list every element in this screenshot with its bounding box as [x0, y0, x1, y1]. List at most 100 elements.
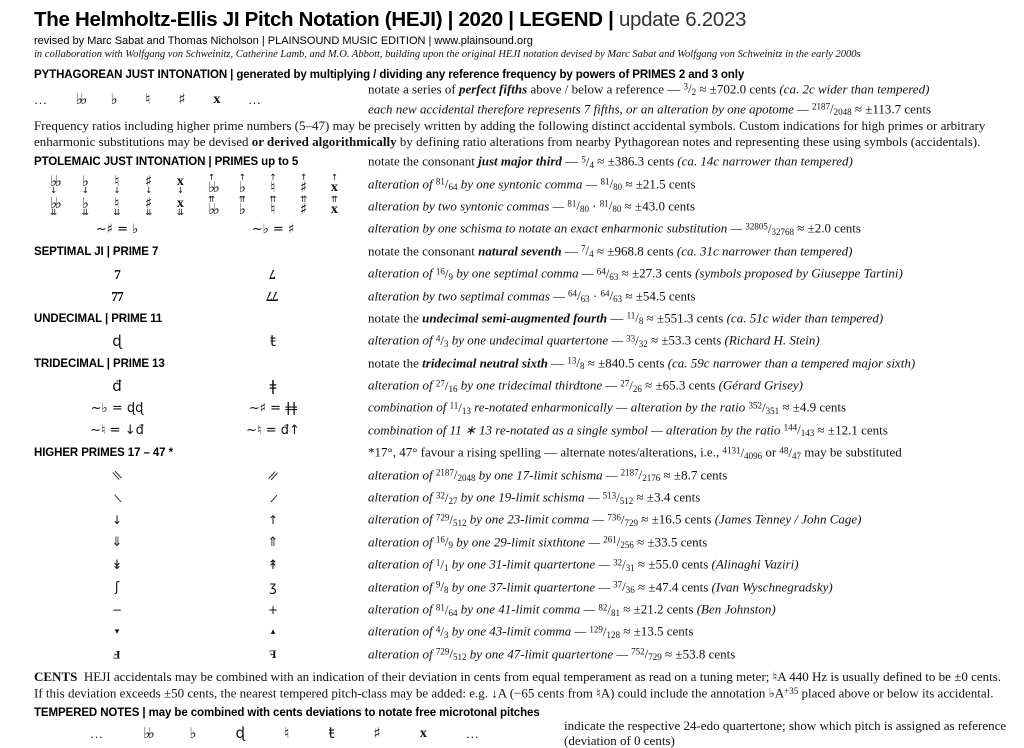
quartertone-31-up-icon: ↟: [267, 557, 279, 573]
row-description: alteration of 16/9 by one 29-limit sixth…: [368, 534, 708, 551]
row-description: alteration of 16/9 by one septimal comma…: [368, 265, 903, 282]
comma-23-up-icon: ↑: [267, 512, 279, 527]
double-flat-down-icon: ♭♭ ↓: [50, 172, 62, 197]
ratio: 11/13: [449, 399, 471, 416]
row-description: indicate the respective 24-edo quarterto…: [564, 718, 1007, 748]
row-description: alteration of 81/64 by one 41-limit comm…: [368, 601, 776, 618]
ratio: 752/729: [631, 646, 662, 663]
row-description: alteration of 729/512 by one 23-limit co…: [368, 511, 862, 528]
lowered-symbols-group: ↓: [50, 509, 184, 531]
pythagorean-fifths-row: … ♭♭ ♭ ♮ ♯ x… notate a series of perfect fifth…: [34, 81, 1014, 117]
double-flat-double-down-icon: ♭♭ ⇊: [50, 194, 62, 219]
ratio: 11/8: [626, 310, 644, 327]
ratio: 48/47: [779, 444, 802, 461]
enharmonic-equation-right: ~♯ = ǂǂ: [248, 400, 298, 416]
quarter-sharp-icon: ŧ: [328, 724, 335, 743]
page-title-main: The Helmholtz-Ellis JI Pitch Notation (H…: [34, 8, 614, 31]
schisma-19-down-icon: \: [113, 491, 121, 505]
row-description: alteration by two septimal commas — 64/6…: [368, 288, 696, 305]
limit-19-row: \ / alteration of 32/27 by one 19-limit sc…: [34, 487, 1014, 509]
section-label: PYTHAGOREAN JUST INTONATION | generated …: [34, 68, 745, 81]
flat-double-down-icon: ♭ ⇊: [81, 194, 89, 219]
two-septimal-commas-up-icon: 77: [267, 289, 279, 305]
section-label: TEMPERED NOTES | may be combined with ce…: [34, 706, 540, 719]
raised-symbols-group: +: [208, 599, 338, 621]
arrow-up-mark: ⇈: [269, 195, 277, 206]
syntonic-comma-row: ♭♭ ↓ ♭ ↓ ♮ ↓ ♯ ↓ x ↓ ↑ ♭♭ ↑ ♭ ↑ ♮ ↑ ♯ ↑ x alteration of 81/6…: [34, 172, 1014, 197]
page-title-update: update 6.2023: [618, 8, 747, 31]
quartertone-47-down-icon: F: [113, 648, 121, 663]
ratio: 16/9: [435, 265, 454, 282]
sharp-icon: ♯: [373, 724, 381, 743]
sharp-up-icon: ↑ ♯: [300, 173, 308, 197]
ratio: 32/27: [435, 489, 458, 506]
schisma-substitution-row: ~♯ = ♭ ~♭ = ♯ alteration by one schisma to…: [34, 218, 1014, 240]
ratio-352-351-row: ~♭ = ɖɖ ~♯ = ǂǂ combination of 11/13 re-no…: [34, 397, 1014, 419]
lowered-symbols-group: ɖ: [50, 330, 184, 352]
intro-paragraph: Frequency ratios including higher prime …: [34, 118, 986, 149]
ratio: 7/4: [581, 243, 594, 260]
ratio: 4/3: [435, 332, 449, 349]
ratio: 32805/32768: [745, 220, 794, 237]
lowered-symbols-group: \\: [50, 464, 184, 486]
cents-paragraph: CENTS HEJI accidentals may be combined w…: [34, 668, 1002, 701]
flat-down-icon: ♭ ↓: [81, 172, 89, 197]
document-header: The Helmholtz-Ellis JI Pitch Notation (H…: [34, 8, 1014, 60]
schisma-17-up-icon: //: [267, 468, 279, 483]
double-flat-icon: ♭♭: [143, 724, 155, 743]
two-septimal-commas-row: 77 77 alteration by two septimal commas — …: [34, 285, 1014, 307]
raised-symbols-group: 77: [208, 285, 338, 307]
row-description: alteration of 27/16 by one tridecimal th…: [368, 377, 803, 394]
two-syntonic-commas-row: ♭♭ ⇊ ♭ ⇊ ♮ ⇊ ♯ ⇊ x ⇊ ⇈ ♭♭ ⇈ ♭ ⇈ ♮ ⇈ ♯ ⇈ x alteration by two …: [34, 196, 1014, 218]
lowered-symbols-group: 7: [50, 263, 184, 285]
row-description: alteration of 1/1 by one 31-limit quarte…: [368, 556, 799, 573]
flat-double-up-icon: ⇈ ♭: [238, 195, 246, 219]
comma-43-up-icon: ▴: [270, 626, 276, 637]
ratio: 64/63: [596, 265, 619, 282]
ellipsis: …: [90, 725, 104, 741]
byline: revised by Marc Sabat and Thomas Nichols…: [34, 35, 533, 47]
raised-symbols-group: ▴: [208, 621, 338, 643]
enharmonic-equation-right: ~♭ = ♯: [251, 221, 295, 237]
section-label: UNDECIMAL | PRIME 11: [34, 312, 163, 325]
sixthtone-29-down-icon: ⇓: [111, 535, 123, 551]
raised-symbols-group: 7: [208, 263, 338, 285]
arrow-down-mark: ⇊: [81, 208, 89, 219]
lowered-symbols-group: F: [50, 644, 184, 666]
section-label: TRIDECIMAL | PRIME 13: [34, 357, 165, 370]
comma-23-down-icon: ↓: [111, 512, 123, 527]
row-description: alteration of 4/3 by one 43-limit comma …: [368, 623, 694, 640]
arrow-up-mark: ↑: [269, 173, 277, 184]
collaboration-note: in collaboration with Wolfgang von Schwe…: [34, 49, 861, 60]
quarter-flat-icon: ɖ: [235, 724, 245, 743]
double-flat-icon: ♭♭: [75, 90, 88, 108]
ellipsis: …: [34, 91, 48, 107]
arrow-down-mark: ↓: [176, 186, 184, 197]
undecimal-quartertone-row: ɖ ŧ alteration of 4/3 by one undecimal qua…: [34, 330, 1014, 352]
double-sharp-down-icon: x ↓: [176, 174, 184, 197]
ratio: 32/31: [613, 556, 635, 573]
comma-43-down-icon: ▾: [114, 626, 120, 637]
ratio: 13/8: [567, 355, 585, 372]
ratio: 3/2: [683, 81, 697, 97]
raised-symbols-group: F: [208, 644, 338, 666]
double-sharp-double-up-icon: ⇈ x: [330, 195, 338, 218]
row-description: combination of 11/13 re-notated enharmon…: [368, 399, 847, 416]
page-title: The Helmholtz-Ellis JI Pitch Notation (H…: [34, 8, 1014, 32]
lowered-symbols-group: ʃ: [50, 576, 184, 598]
arrow-down-mark: ⇊: [113, 208, 121, 219]
natural-double-down-icon: ♮ ⇊: [113, 194, 121, 219]
lowered-symbols-group: −: [50, 599, 184, 621]
tridecimal-thirdtone-row: đ ǂ alteration of 27/16 by one tridecimal …: [34, 375, 1014, 397]
row-description: alteration of 729/512 by one 47-limit qu…: [368, 646, 736, 663]
schisma-19-up-icon: /: [269, 491, 277, 505]
natural-icon: ♮: [284, 724, 290, 743]
undecimal-quartertone-up-icon: ŧ: [270, 331, 276, 350]
accidental-series: … ♭♭ ♭ ♮ ♯ x…: [34, 84, 262, 115]
ratio: 81/80: [599, 198, 622, 215]
arrow-up-mark: ⇈: [330, 195, 338, 206]
lowered-symbols-group: ⇓: [50, 532, 184, 554]
pythagorean-section-header: PYTHAGOREAN JUST INTONATION | generated …: [34, 65, 1014, 84]
schisma-17-down-icon: \\: [111, 468, 123, 483]
